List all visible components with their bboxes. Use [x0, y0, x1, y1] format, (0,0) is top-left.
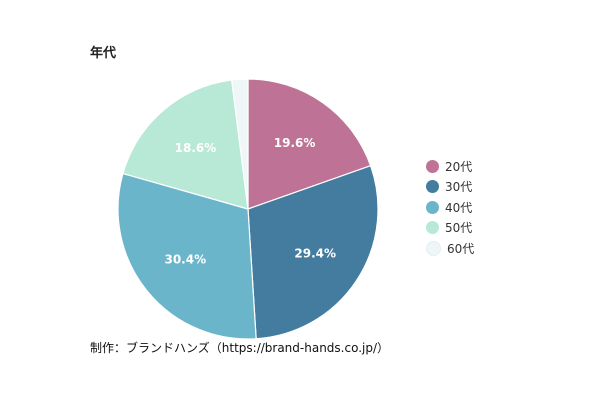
pie-label-40代: 30.4%: [164, 253, 206, 267]
legend-swatch: [426, 200, 439, 214]
legend-item-60代: 60代: [426, 238, 474, 259]
legend-swatch: [426, 221, 439, 235]
pie-label-30代: 29.4%: [294, 247, 336, 261]
legend-item-20代: 20代: [426, 156, 474, 177]
legend-item-50代: 50代: [426, 218, 474, 239]
legend-label: 30代: [445, 180, 473, 195]
pie-slice-50代: [122, 79, 249, 210]
chart-legend: 20代 30代 40代 50代 60代: [426, 156, 474, 259]
legend-swatch: [426, 159, 439, 173]
pie-label-20代: 19.6%: [274, 136, 316, 150]
legend-label: 20代: [445, 159, 473, 174]
legend-label: 60代: [447, 241, 475, 256]
chart-title: 年代: [90, 46, 117, 61]
legend-label: 50代: [445, 221, 473, 236]
legend-swatch: [426, 180, 439, 194]
pie-slice-40代: [117, 172, 257, 340]
legend-swatch: [426, 240, 441, 256]
pie-slice-30代: [247, 164, 379, 340]
legend-label: 40代: [445, 200, 473, 215]
pie-label-50代: 18.6%: [175, 141, 217, 155]
legend-item-30代: 30代: [426, 177, 474, 198]
pie-slice-60代: [231, 78, 249, 210]
credit-text: 制作：ブランドハンズ（https://brand-hands.co.jp/）: [90, 341, 390, 355]
legend-item-40代: 40代: [426, 197, 474, 218]
